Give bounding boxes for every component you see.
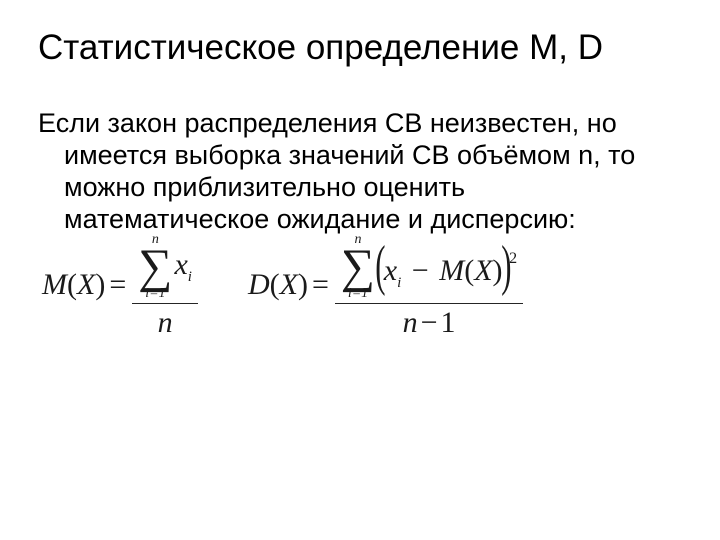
var-func: D xyxy=(248,268,270,301)
mean-term: xi xyxy=(174,248,192,286)
mean-arg: X xyxy=(77,268,95,301)
sigma-icon: ∑ xyxy=(138,247,172,288)
mean-sum-lower: i=1 xyxy=(145,287,165,301)
sigma-icon: ∑ xyxy=(341,247,375,288)
mean-lhs: M(X) xyxy=(42,268,105,302)
var-numerator: n ∑ i=1 (xi − M(X))2 xyxy=(335,230,523,302)
mean-denominator: n xyxy=(152,306,179,340)
var-arg: X xyxy=(280,268,298,301)
var-inner-sub: i xyxy=(397,275,401,291)
mean-term-sub: i xyxy=(188,269,192,285)
var-denominator: n−1 xyxy=(397,306,462,340)
var-denom-n: n xyxy=(403,306,418,339)
formula-mean: M(X) = n ∑ i=1 xi xyxy=(42,230,198,341)
mean-term-var: x xyxy=(174,248,187,281)
slide: Статистическое определение М, D Если зак… xyxy=(0,0,720,540)
fraction-bar xyxy=(132,303,198,304)
var-term: (xi − M(X))2 xyxy=(377,243,517,292)
page-title: Статистическое определение М, D xyxy=(38,28,682,68)
formula-variance: D(X) = n ∑ i=1 (xi − M(X))2 xyxy=(248,230,523,341)
sum-icon: n ∑ i=1 xyxy=(138,233,172,302)
formula-row: M(X) = n ∑ i=1 xi xyxy=(38,230,682,341)
var-inner-mfunc: M xyxy=(439,254,464,287)
fraction-bar xyxy=(335,303,523,304)
var-inner-var: x xyxy=(384,254,397,287)
var-inner-marg: X xyxy=(474,254,492,287)
mean-fraction: n ∑ i=1 xi n xyxy=(132,230,198,341)
sum-icon: n ∑ i=1 xyxy=(341,233,375,302)
body-paragraph: Если закон распределения СВ неизвестен, … xyxy=(38,108,672,235)
left-paren-icon: ( xyxy=(375,247,385,286)
var-sum-lower: i=1 xyxy=(348,287,368,301)
mean-func: M xyxy=(42,268,67,301)
mean-numerator: n ∑ i=1 xi xyxy=(132,230,198,302)
var-denom-1: 1 xyxy=(440,306,455,339)
equals-sign: = xyxy=(109,268,126,302)
var-lhs: D(X) xyxy=(248,268,308,302)
var-power: 2 xyxy=(509,250,517,267)
equals-sign: = xyxy=(312,268,329,302)
var-fraction: n ∑ i=1 (xi − M(X))2 n−1 xyxy=(335,230,523,341)
